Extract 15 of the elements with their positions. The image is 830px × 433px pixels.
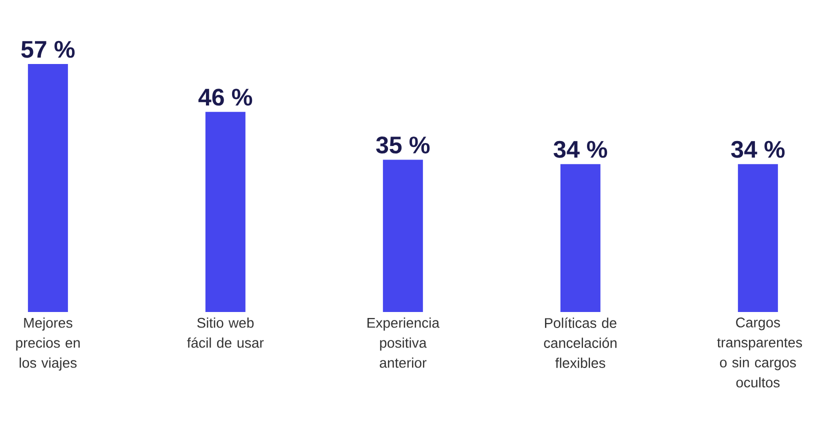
data-label: 46 %	[198, 88, 252, 106]
bar	[382, 160, 423, 312]
x-tick-label: Políticas de cancelación flexibles	[544, 318, 616, 368]
bar	[738, 164, 778, 312]
x-tick-label: Cargos transparentes o sin cargos ocultos	[717, 318, 802, 388]
data-label: 34 %	[554, 140, 608, 158]
x-tick-label: Mejores precios en los viajes	[16, 318, 80, 371]
bar	[560, 164, 600, 312]
x-tick-label: Sitio web fácil de usar	[187, 318, 264, 348]
bar	[28, 64, 68, 312]
x-tick-label: Experiencia positiva anterior	[368, 318, 440, 368]
bar	[205, 112, 246, 312]
data-label: 34 %	[731, 140, 785, 158]
data-label: 57 %	[21, 40, 75, 58]
data-label: 35 %	[376, 136, 430, 154]
